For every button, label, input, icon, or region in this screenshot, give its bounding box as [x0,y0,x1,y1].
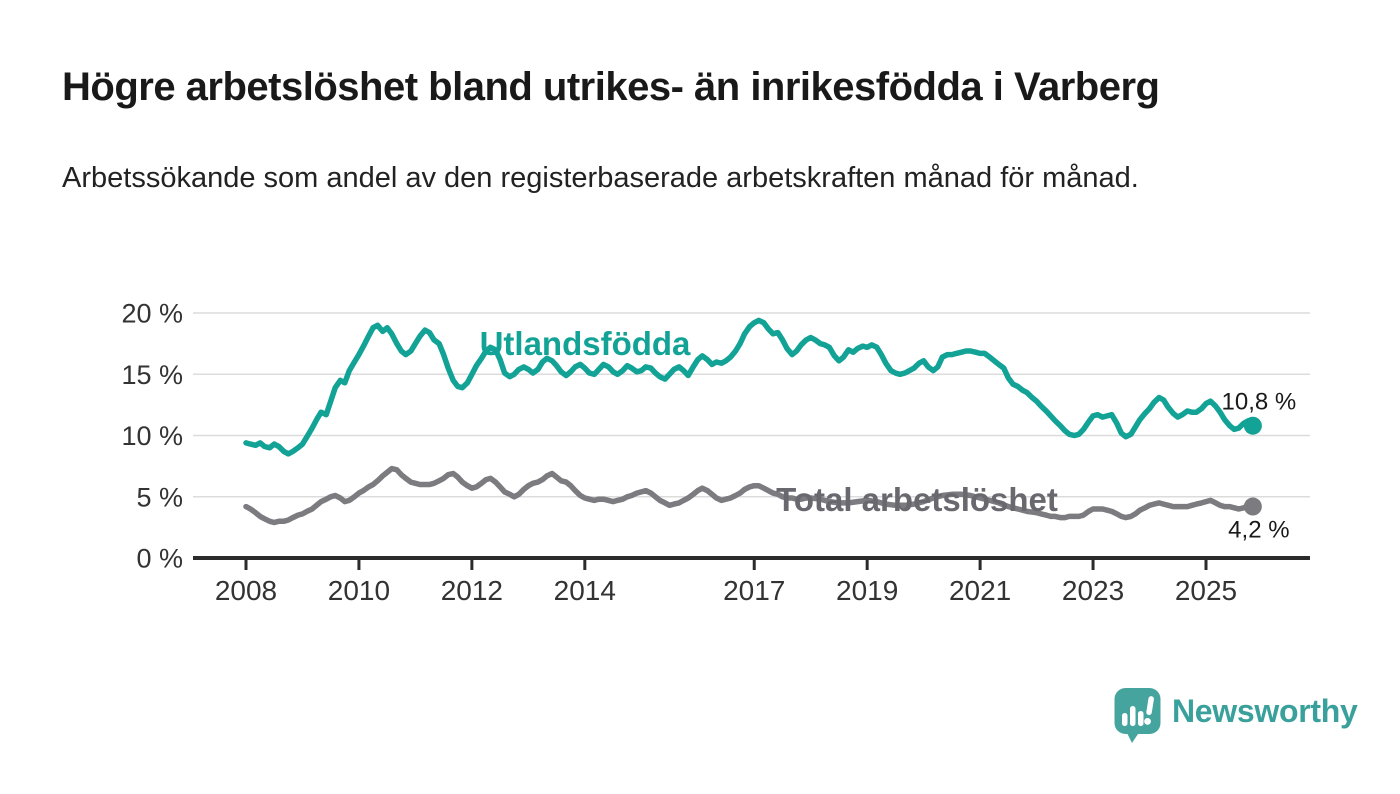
series-line-total-arbetsloshet [243,465,1256,526]
series-end-dot-utlandsfodda [1243,416,1262,435]
y-tick-label: 5 % [136,482,183,512]
x-tick-label: 2017 [723,575,785,606]
end-value-label-total: 4,2 % [1228,517,1289,544]
end-value-label-utlandsfodda: 10,8 % [1222,389,1297,416]
x-tick-label: 2023 [1062,575,1124,606]
newsworthy-logo: Newsworthy [1113,686,1358,744]
speech-bubble-tail [1126,731,1140,743]
newsworthy-logo-icon [1114,688,1161,743]
y-tick-label: 15 % [121,360,183,390]
y-tick-label: 0 % [136,544,183,574]
chart-subtitle: Arbetssökande som andel av den registerb… [62,162,1139,194]
y-tick-label: 10 % [121,421,183,451]
x-tick-label: 2019 [836,575,898,606]
bar-chart-glyph [1122,696,1154,726]
x-tick-label: 2021 [949,575,1011,606]
series-end-dot-total-arbetsloshet [1243,497,1262,516]
series-label-total-arbetsloshet: Total arbetslöshet [776,481,1058,518]
y-tick-label: 20 % [121,299,183,329]
x-tick-label: 2012 [441,575,503,606]
x-tick-label: 2008 [215,575,277,606]
x-tick-label: 2014 [554,575,616,606]
x-tick-label: 2025 [1175,575,1237,606]
newsworthy-logo-text: Newsworthy [1172,693,1358,729]
page-title: Högre arbetslöshet bland utrikes- än inr… [62,65,1160,109]
series-label-utlandsfodda: Utlandsfödda [480,325,691,362]
x-tick-label: 2010 [328,575,390,606]
series-line-utlandsfodda [243,317,1256,457]
